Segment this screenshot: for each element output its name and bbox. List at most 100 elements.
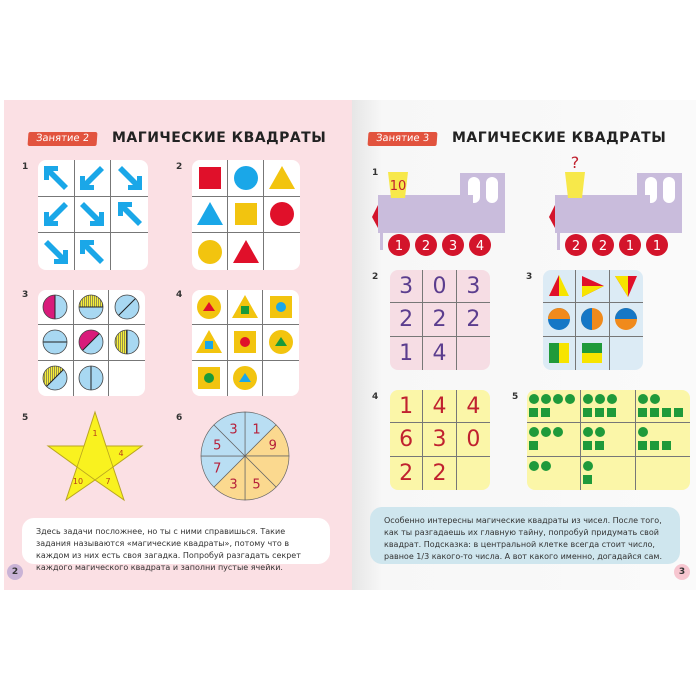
task-number: 2: [176, 162, 183, 172]
arrow-up-left-icon: [75, 233, 112, 270]
number-cell: 1: [390, 336, 424, 370]
wheel-number: 2: [422, 239, 430, 254]
square-shape: [228, 196, 264, 234]
wheel-number: 9: [269, 439, 277, 454]
empty-cell: [610, 337, 643, 370]
star-number: 1: [92, 429, 97, 438]
nested-shape: [192, 325, 228, 361]
half-circle-none: [74, 360, 110, 396]
empty-cell: [263, 361, 299, 396]
wheel-number: 4: [476, 239, 484, 254]
task-number: 3: [22, 290, 29, 300]
lesson-badge: Занятие 2: [27, 132, 98, 146]
page-number: 3: [674, 564, 690, 580]
triangle-shape: [264, 160, 300, 197]
wheel: [565, 234, 587, 256]
page-title: МАГИЧЕСКИЕ КВАДРАТЫ: [452, 130, 667, 146]
wheel: [469, 234, 491, 256]
dots-squares-cell: [527, 390, 582, 424]
chimney-label: ?: [571, 153, 580, 172]
empty-cell: [457, 337, 490, 370]
task-number: 3: [526, 272, 533, 282]
star-number: 10: [73, 477, 83, 486]
dots-squares-cell: [527, 456, 582, 490]
wheel-number: 3: [229, 422, 237, 437]
task-number: 6: [176, 413, 183, 423]
halves-grid: [38, 290, 145, 396]
instruction-text: Особенно интересны магические квадраты и…: [370, 507, 680, 564]
task-number: 1: [22, 162, 29, 172]
empty-cell: [111, 233, 148, 270]
task-number: 1: [372, 168, 379, 178]
triangle-shape: [228, 233, 264, 270]
number-cell: 3: [423, 423, 457, 457]
shape-tri-r: [576, 270, 610, 304]
arrows-grid: [38, 160, 148, 270]
wheel-number: 7: [213, 461, 221, 476]
train: 1 2 3 4 10: [372, 172, 505, 256]
number-cell: 4: [456, 390, 490, 424]
task-number: 5: [512, 392, 519, 402]
train: 2 2 1 1?: [549, 153, 682, 256]
wheel-number: 3: [449, 239, 457, 254]
wheel-number: 1: [395, 239, 403, 254]
wheel: [415, 234, 437, 256]
shape-circ-h2: [609, 303, 643, 337]
circle-shape: [264, 197, 300, 234]
instruction-text: Здесь задачи посложнее, но ты с ними спр…: [22, 518, 330, 572]
empty-cell: [109, 361, 145, 396]
empty-cell: [457, 457, 490, 490]
number-cell: 4: [423, 390, 457, 424]
dots-squares-cell: [635, 423, 690, 457]
wheel: [388, 234, 410, 256]
circle-shape: [192, 233, 228, 270]
wheel-number: 5: [252, 478, 260, 493]
half-circle-hatch: [38, 360, 74, 396]
half-circle-hatch: [109, 325, 145, 361]
shapes-grid: [192, 160, 300, 270]
half-circle-none: [38, 325, 74, 361]
arrow-down-left-icon: [74, 160, 112, 197]
arrow-up-left-icon: [38, 160, 75, 197]
number-cell: 2: [390, 456, 424, 490]
wheel-number: 2: [572, 239, 580, 254]
number-cell: 2: [390, 303, 424, 337]
half-circle-magenta: [73, 325, 110, 361]
number-cell: 2: [423, 456, 457, 490]
number-cell: 1: [390, 390, 424, 424]
wheel-number: 1: [653, 239, 661, 254]
number-cell: 0: [423, 270, 457, 304]
dots-squares-cell: [581, 390, 636, 424]
task-number: 5: [22, 413, 29, 423]
nested-shape: [228, 360, 264, 396]
dots-squares-cell: [527, 423, 582, 457]
triangle-shape: [192, 196, 228, 234]
wheel: [619, 234, 641, 256]
arrow-down-left-icon: [38, 196, 75, 234]
number-cell: 6: [390, 423, 424, 457]
task-number: 4: [176, 290, 183, 300]
half-circle-hatch: [73, 290, 110, 326]
star-puzzle: 1 4 10 7: [46, 410, 144, 502]
dots-squares-cell: [581, 423, 636, 457]
arrow-down-right-icon: [38, 233, 75, 270]
arrow-up-left-icon: [111, 197, 148, 234]
shape-tri-l: [543, 270, 577, 304]
wheel-number: 5: [213, 439, 221, 454]
page-title: МАГИЧЕСКИЕ КВАДРАТЫ: [112, 130, 327, 146]
task-number: 2: [372, 272, 379, 282]
task-number: 4: [372, 392, 379, 402]
number-cell: 2: [423, 303, 457, 337]
shape-sq-h: [576, 336, 610, 370]
wheel-sector: [213, 411, 246, 457]
shape-circ-v: [576, 303, 610, 337]
square-shape: [192, 160, 228, 197]
page-number: 2: [7, 564, 23, 580]
arrow-down-right-icon: [74, 196, 112, 234]
dots-squares-cell: [581, 456, 636, 490]
nested-shape: [227, 325, 264, 361]
nested-shape: [263, 325, 299, 361]
